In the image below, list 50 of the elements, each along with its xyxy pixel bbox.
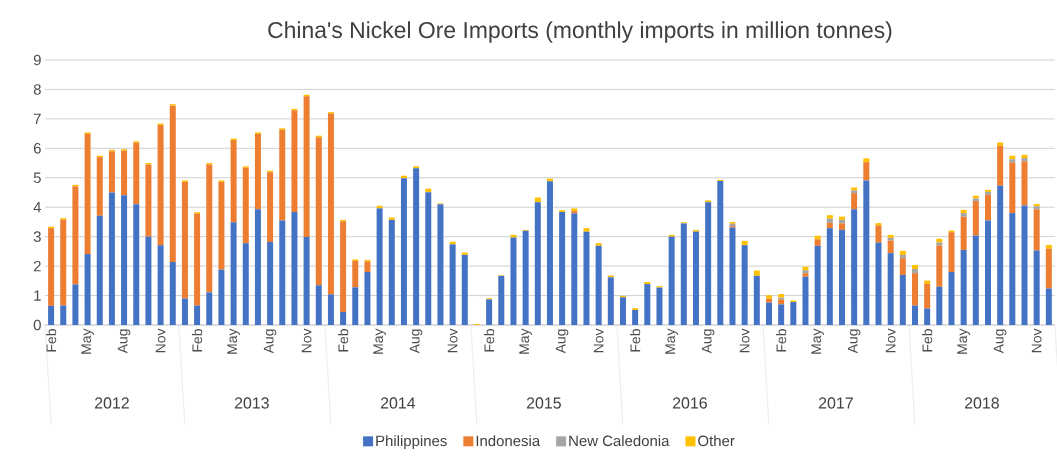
y-tick-label: 7 <box>33 113 41 125</box>
x-tick-label: Feb <box>630 329 641 352</box>
x-tick-label: Nov <box>447 328 458 353</box>
x-tick-label: Aug <box>993 329 1007 354</box>
y-tick-label: 3 <box>33 231 41 242</box>
y-tick-label: 0 <box>33 319 41 331</box>
x-tick-label: Aug <box>847 329 861 354</box>
x-tick-label: Nov <box>301 328 312 353</box>
x-tick-label: Feb <box>337 329 349 352</box>
x-tick-label: Feb <box>191 329 203 352</box>
y-tick-label: 5 <box>33 172 41 183</box>
chart-title: China's Nickel Ore Imports (monthly imports in million tonnes) <box>268 21 892 43</box>
text: 2014 <box>380 397 416 409</box>
y-tick-label: 8 <box>33 84 41 95</box>
x-tick-label: May <box>957 328 970 354</box>
legend-label: New Caledonia <box>569 435 670 447</box>
x-tick-label: Aug <box>117 329 131 354</box>
x-tick-label: May <box>665 328 678 354</box>
x-tick-label: Nov <box>739 328 750 353</box>
x-tick-label: Nov <box>885 328 896 353</box>
x-tick-label: Aug <box>409 329 423 354</box>
x-tick-label: May <box>227 328 240 354</box>
x-tick-label: May <box>373 328 386 354</box>
legend-label: Other <box>698 435 735 447</box>
y-tick-label: 6 <box>33 143 41 154</box>
text: 2015 <box>526 397 561 409</box>
legend-label: Philippines <box>376 435 447 450</box>
x-tick-label: Nov <box>1031 328 1042 353</box>
x-tick-label: Aug <box>555 329 569 354</box>
y-tick-label: 1 <box>34 290 41 301</box>
x-tick-label: Feb <box>484 329 495 352</box>
legend-label: Indonesia <box>476 435 541 447</box>
x-tick-label: Aug <box>701 329 715 354</box>
x-tick-label: Nov <box>593 328 604 353</box>
text: 2013 <box>234 397 269 409</box>
text: 2012 <box>94 397 129 409</box>
text: 2016 <box>672 397 707 409</box>
x-tick-label: May <box>519 328 532 354</box>
text: 2018 <box>964 397 999 409</box>
text: 2017 <box>818 397 853 409</box>
y-tick-label: 4 <box>33 202 42 213</box>
x-tick-label: May <box>811 328 824 354</box>
y-tick-label: 9 <box>33 54 41 66</box>
x-tick-label: May <box>81 328 94 354</box>
y-tick-label: 2 <box>33 260 41 272</box>
x-tick-label: Feb <box>922 329 933 352</box>
x-tick-label: Feb <box>45 329 57 352</box>
x-tick-label: Aug <box>263 329 277 354</box>
x-tick-label: Nov <box>155 328 166 353</box>
x-tick-label: Feb <box>776 329 787 352</box>
